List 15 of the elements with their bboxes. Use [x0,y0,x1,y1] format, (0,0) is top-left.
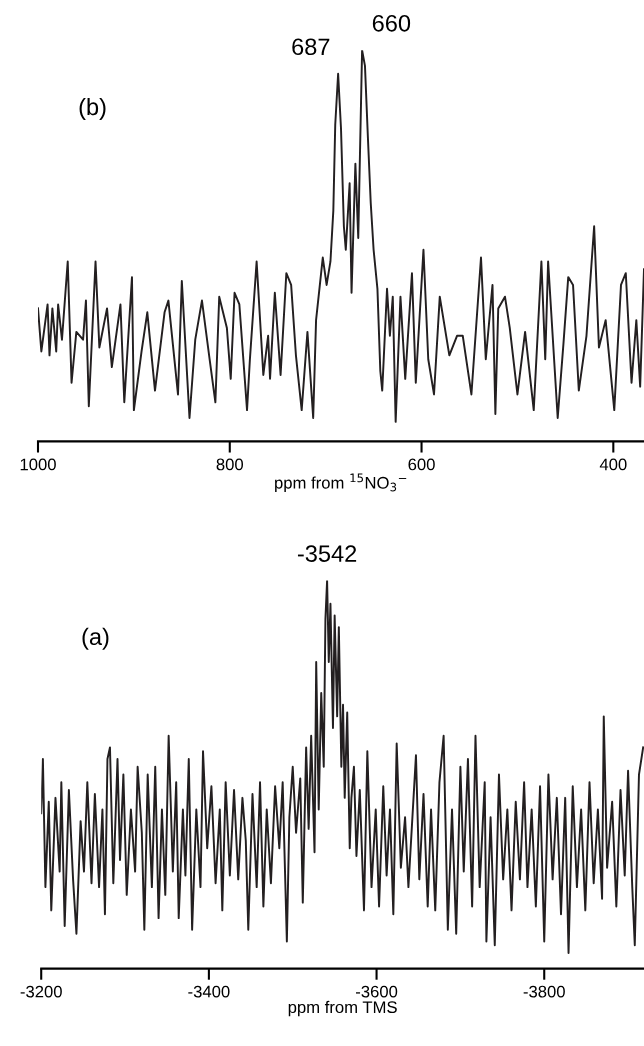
x-tick-label: -3400 [188,985,230,998]
x-axis-title: ppm from TMS [288,1000,397,1017]
annotation: (b) [79,97,106,120]
x-tick-label: -3600 [355,985,398,998]
x-tick-label: 400 [599,458,627,471]
annotation: -3542 [297,545,357,562]
annotation: 660 [372,14,411,32]
x-tick-label: -3800 [523,985,565,998]
x-tick-label: 600 [408,458,435,471]
x-tick-label: 1000 [20,458,56,471]
annotation: 687 [292,38,330,56]
annotation: (a) [82,627,109,650]
x-tick-label: -3200 [20,985,62,998]
x-axis-title: ppm from $^{15}$NO$_{3}$$^{−}$ [275,473,407,492]
x-tick-label: 800 [216,458,244,471]
